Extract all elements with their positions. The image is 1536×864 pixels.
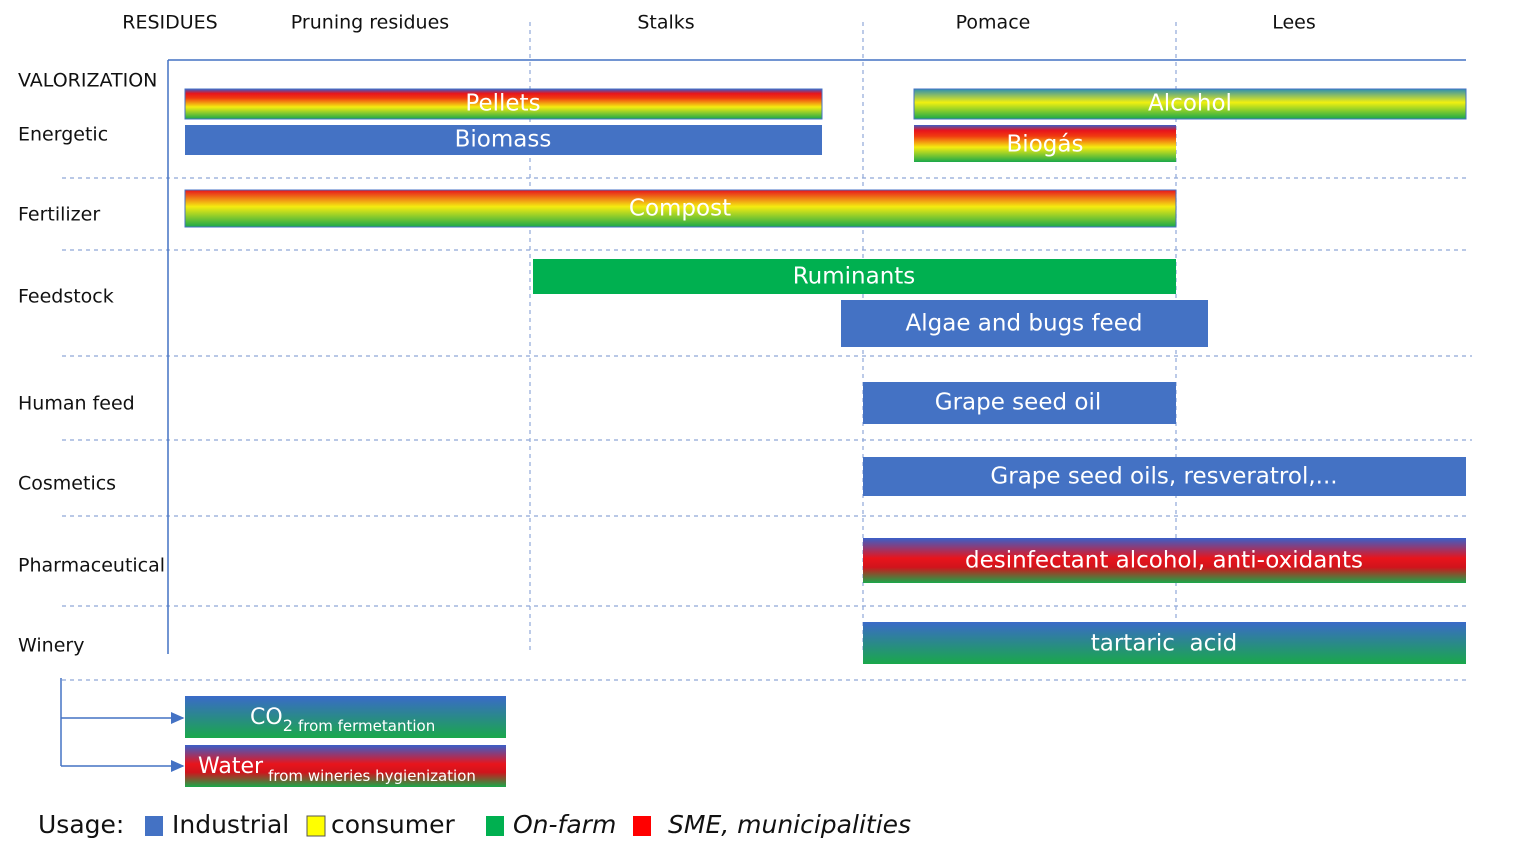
- byproduct-note: from wineries hygienization: [268, 767, 476, 785]
- bar-label: Alcohol: [1148, 91, 1232, 117]
- bar: [533, 259, 1176, 294]
- bar: [184, 189, 1177, 228]
- column-label: Lees: [1272, 12, 1316, 34]
- legend-label: consumer: [331, 810, 455, 839]
- bar-label: tartaric acid: [1091, 631, 1238, 657]
- row-header: VALORIZATION: [18, 70, 157, 92]
- row-label: Fertilizer: [18, 204, 100, 226]
- bar: [185, 125, 822, 155]
- bars: Pellets Biomass Alcohol Biogás Compost R…: [184, 88, 1467, 664]
- row-label: Energetic: [18, 124, 108, 146]
- column-header: RESIDUES: [122, 12, 217, 34]
- bar-label: Grape seed oils, resveratrol,...: [990, 464, 1337, 490]
- bar-label: Grape seed oil: [935, 390, 1101, 416]
- row-label: Human feed: [18, 393, 135, 415]
- bar: [863, 622, 1466, 664]
- legend-label: SME, municipalities: [668, 810, 911, 839]
- bar-label: Ruminants: [793, 264, 916, 290]
- legend-swatch: [145, 816, 163, 836]
- byproduct-label: CO2 from fermetantion: [250, 705, 435, 735]
- bar-label: Biomass: [455, 127, 552, 153]
- bar: [185, 696, 506, 738]
- legend-label: Industrial: [172, 810, 289, 839]
- byproducts: CO2 from fermetantion Water from winerie…: [60, 678, 506, 787]
- bar: [914, 125, 1176, 162]
- bar: [184, 88, 823, 120]
- bar-label: Algae and bugs feed: [906, 311, 1143, 337]
- row-label: Feedstock: [18, 286, 114, 308]
- row-label: Winery: [18, 635, 84, 657]
- bar: [863, 457, 1466, 496]
- legend-swatch: [633, 816, 651, 836]
- bar-label: Pellets: [465, 91, 540, 117]
- legend: Usage: Industrial consumer On-farm SME, …: [38, 810, 911, 839]
- byproduct-note: from fermetantion: [298, 717, 435, 735]
- bar: [863, 538, 1466, 583]
- bar-label: Compost: [629, 196, 731, 222]
- bar: [913, 88, 1467, 120]
- row-label: Cosmetics: [18, 473, 116, 495]
- column-label: Stalks: [637, 12, 694, 34]
- byproduct-main: CO: [250, 705, 283, 730]
- column-label: Pruning residues: [291, 12, 449, 34]
- row-label: Pharmaceutical: [18, 555, 165, 577]
- legend-title: Usage:: [38, 810, 124, 839]
- bar: [863, 382, 1176, 424]
- byproduct-sub: 2: [283, 716, 293, 735]
- legend-label: On-farm: [513, 810, 616, 839]
- legend-swatch: [306, 815, 326, 837]
- grid: [62, 22, 1472, 681]
- legend-swatch: [486, 816, 504, 836]
- byproduct-main: Water: [198, 754, 264, 779]
- bar-label: Biogás: [1007, 132, 1084, 158]
- byproduct-label: Water from wineries hygienization: [198, 754, 476, 785]
- bar: [185, 745, 506, 787]
- bar: [841, 300, 1208, 347]
- bar-label: desinfectant alcohol, anti-oxidants: [965, 548, 1363, 574]
- column-label: Pomace: [956, 12, 1031, 34]
